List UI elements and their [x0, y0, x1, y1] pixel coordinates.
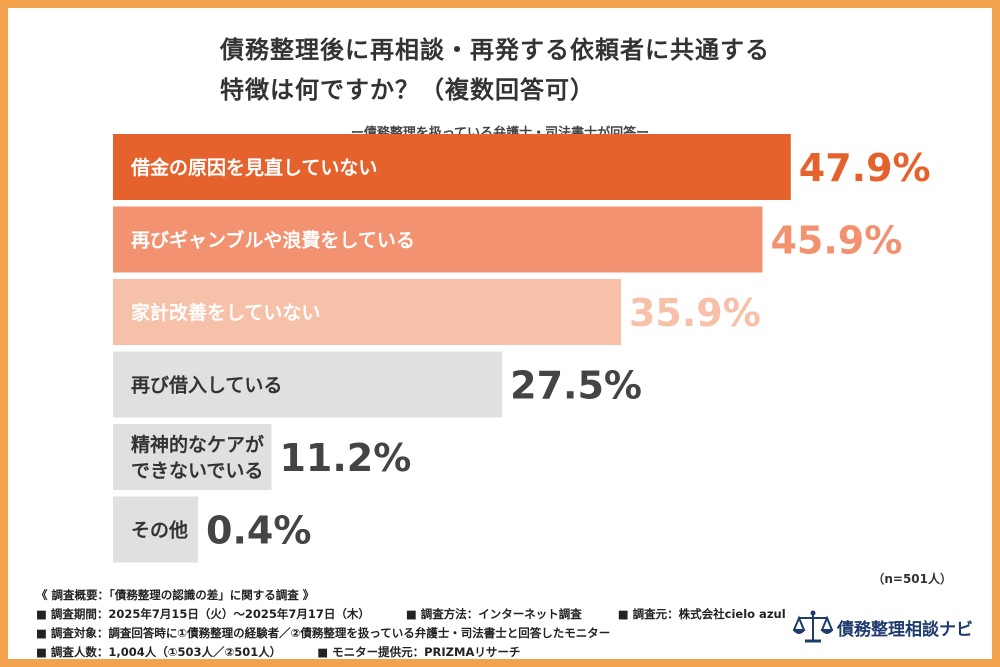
- survey-target: ■ 調査対象：調査回答時に①債務整理の経験者／②債務整理を扱っている弁護士・司法…: [36, 626, 611, 640]
- value-label-4: 27.5%: [510, 364, 642, 408]
- title-line-1: 債務整理後に再相談・再発する依頼者に共通する: [220, 36, 770, 64]
- category-label-4: 再び借入している: [131, 374, 282, 397]
- overview-row-3: ■ 調査人数：1,004人（①503人／②501人） ■ モニター提供元：PRIZ…: [36, 643, 796, 662]
- brand-name: 債務整理相談ナビ: [837, 620, 973, 640]
- category-label-2: 再びギャンブルや浪費をしている: [131, 229, 415, 252]
- chart-title: 債務整理後に再相談・再発する依頼者に共通する 特徴は何ですか？（複数回答可）: [220, 30, 860, 110]
- bar-2: [113, 206, 763, 273]
- survey-overview: 《 調査概要：「債務整理の認識の差」に関する調査 》 ■ 調査期間：2025年7…: [36, 586, 796, 662]
- scales-of-justice-icon: [792, 610, 834, 643]
- value-label-3: 35.9%: [629, 291, 761, 335]
- title-line-2: 特徴は何ですか？（複数回答可）: [220, 76, 595, 104]
- category-label-6: その他: [131, 519, 188, 542]
- value-label-2: 45.9%: [770, 219, 902, 263]
- bar-6: [113, 496, 198, 563]
- bar-1: [113, 134, 791, 200]
- category-label-1: 借金の原因を見直していない: [130, 156, 377, 179]
- overview-row-1: ■ 調査期間：2025年7月15日（火）〜2025年7月17日（木） ■ 調査方法…: [36, 605, 796, 624]
- chart-card: 債務整理後に再相談・再発する依頼者に共通する 特徴は何ですか？（複数回答可） ー…: [8, 8, 992, 659]
- survey-source: ■ 調査元：株式会社cielo azul: [617, 607, 786, 621]
- bar-5: [113, 424, 272, 490]
- bar-chart: 借金の原因を見直していない 47.9% 再びギャンブルや浪費をしている 45.9% 家計…: [113, 134, 931, 563]
- survey-count: ■ 調査人数：1,004人（①503人／②501人）: [36, 645, 282, 659]
- value-label-1: 47.9%: [799, 146, 931, 190]
- category-label-3: 家計改善をしていない: [131, 301, 320, 324]
- sample-size-label: （n=501人）: [872, 572, 952, 586]
- category-label-5: 精神的なケアができないでいる: [131, 433, 264, 482]
- value-label-5: 11.2%: [279, 436, 411, 480]
- monitor-provider: ■ モニター提供元：PRIZMAリサーチ: [317, 645, 521, 659]
- survey-method: ■ 調査方法：インターネット調査: [405, 607, 582, 621]
- overview-heading: 《 調査概要：「債務整理の認識の差」に関する調査 》: [36, 588, 315, 602]
- value-label-6: 0.4%: [206, 509, 311, 553]
- survey-period: ■ 調査期間：2025年7月15日（火）〜2025年7月17日（木）: [36, 607, 370, 621]
- bar-4: [113, 351, 503, 418]
- bar-3: [113, 279, 621, 345]
- brand-logo: 債務整理相談ナビ: [792, 609, 993, 645]
